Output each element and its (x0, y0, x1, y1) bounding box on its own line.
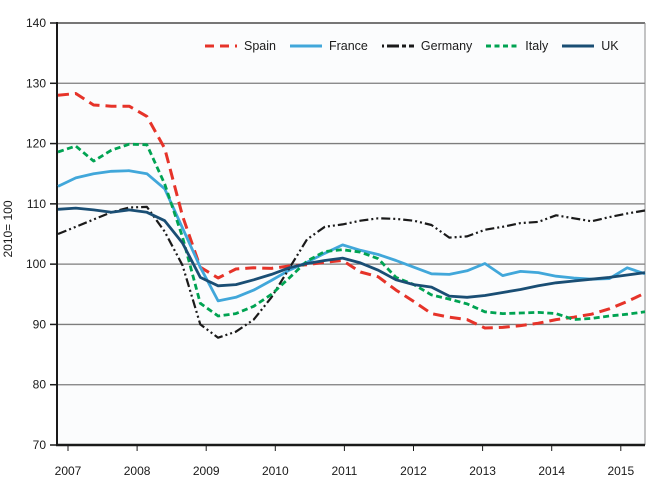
x-tick-label: 2011 (331, 464, 357, 478)
y-tick-label: 120 (26, 137, 46, 151)
x-tick-label: 2012 (400, 464, 427, 478)
legend-label-uk: UK (601, 39, 619, 53)
x-tick-label: 2014 (538, 464, 565, 478)
legend-item-spain: Spain (205, 39, 276, 53)
x-tick-label: 2015 (607, 464, 634, 478)
x-tick-label: 2010 (262, 464, 289, 478)
legend-label-spain: Spain (244, 39, 276, 53)
y-tick-label: 130 (26, 76, 46, 90)
y-tick-label: 90 (33, 317, 47, 331)
x-axis: 2007 2008 2009 2010 2011 2012 2013 2014 2015 (55, 446, 634, 478)
plot-area (57, 23, 645, 445)
gridlines (57, 82, 645, 386)
series-line-spain (57, 92, 646, 330)
x-tick-label: 2008 (124, 464, 151, 478)
legend-line-sample-spain (205, 44, 237, 48)
legend-label-italy: Italy (525, 39, 549, 53)
x-tick-label: 2013 (469, 464, 496, 478)
legend-label-france: France (328, 39, 368, 53)
y-tick-label: 110 (27, 197, 46, 211)
legend-item-france: France (289, 39, 368, 53)
y-axis: 140 130 120 110 100 90 80 70 (26, 16, 57, 452)
legend-item-uk: UK (562, 39, 619, 53)
y-axis-title: 2010= 100 (1, 200, 15, 258)
chart-legend: Spain France Germany Italy UK (205, 39, 619, 53)
legend-line-sample-uk (562, 44, 595, 48)
plot-frame (56, 22, 646, 447)
x-tick-label: 2009 (193, 464, 220, 478)
legend-item-italy: Italy (486, 39, 548, 53)
legend-item-germany: Germany (381, 39, 473, 53)
y-tick-label: 70 (33, 438, 47, 452)
series-line-uk (57, 206, 646, 299)
y-tick-label: 80 (33, 378, 47, 392)
series-lines (57, 92, 646, 339)
legend-label-germany: Germany (420, 39, 473, 53)
x-tick-label: 2007 (55, 464, 82, 478)
y-tick-label: 140 (26, 16, 46, 30)
legend-line-sample-germany (381, 44, 414, 48)
series-line-germany (57, 205, 646, 339)
series-line-france (57, 169, 646, 303)
y-tick-label: 100 (26, 257, 46, 271)
legend-line-sample-france (289, 44, 322, 48)
legend-line-sample-italy (486, 44, 519, 48)
